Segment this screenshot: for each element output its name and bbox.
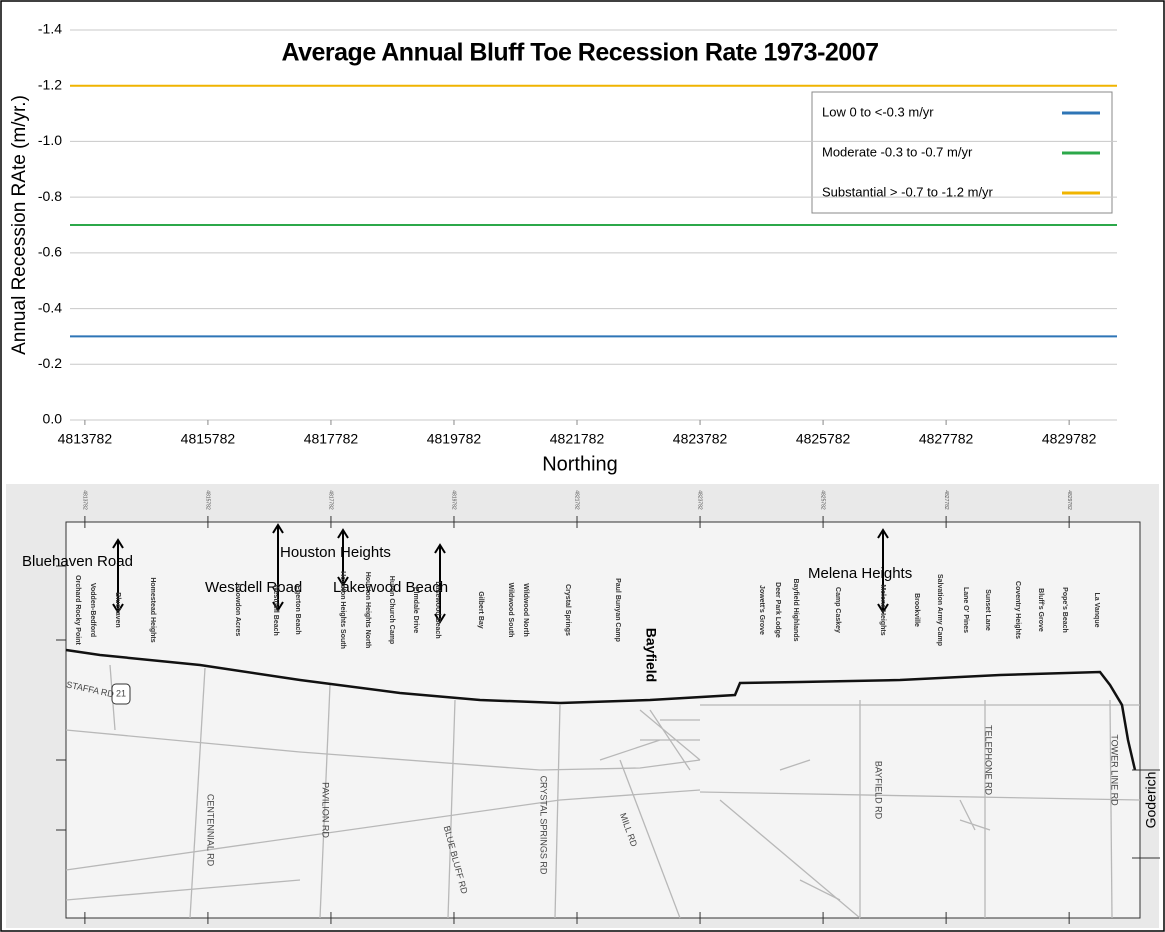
map-coordinate-label: 4829782 xyxy=(1066,490,1072,510)
town-label: Bayfield xyxy=(643,628,659,682)
road-label: CENTENNIAL RD xyxy=(206,794,216,867)
y-tick-label: -1.0 xyxy=(38,132,62,148)
place-label: Vodden-Bedford xyxy=(89,583,96,637)
legend-label: Moderate -0.3 to -0.7 m/yr xyxy=(822,144,973,159)
y-tick-label: 0.0 xyxy=(43,411,63,427)
x-tick-label: 4827782 xyxy=(919,431,974,447)
place-label: Coventry Heights xyxy=(1014,581,1021,639)
y-tick-label: -0.8 xyxy=(38,188,62,204)
place-label: Lakewood Beach xyxy=(434,581,441,638)
x-tick-label: 4829782 xyxy=(1042,431,1097,447)
place-label: Sunset Lane xyxy=(984,589,991,631)
place-label: Gilbert Bay xyxy=(477,591,484,628)
place-label: Houston Heights North xyxy=(364,572,371,649)
place-label: Crystal Springs xyxy=(564,584,571,636)
place-label: Jowett's Grove xyxy=(758,585,765,635)
y-tick-label: -0.2 xyxy=(38,355,62,371)
place-label: Brookville xyxy=(913,593,920,627)
place-label: Homestead Heights xyxy=(149,577,156,642)
road-label: BAYFIELD RD xyxy=(874,761,884,820)
place-label: La Vanque xyxy=(1093,592,1100,627)
map-annotation: Bluehaven Road xyxy=(22,553,133,570)
map-coordinate-label: 4821782 xyxy=(574,490,580,510)
place-label: Paul Bunyan Camp xyxy=(614,578,621,642)
map-roads xyxy=(65,664,1141,919)
chart-title: Average Annual Bluff Toe Recession Rate … xyxy=(281,39,878,67)
x-tick-label: 4819782 xyxy=(427,431,482,447)
x-tick-label: 4825782 xyxy=(796,431,851,447)
place-label: Egerton Beach xyxy=(294,585,301,634)
road-label: CRYSTAL SPRINGS RD xyxy=(539,776,549,875)
place-label: Wildwood South xyxy=(507,583,514,638)
map-arrow xyxy=(272,523,284,612)
place-label: Lane O' Pines xyxy=(962,587,969,633)
map-annotation: Houston Heights xyxy=(280,544,391,561)
place-label: Camp Caskey xyxy=(834,587,841,633)
map-coordinate-label: 4817782 xyxy=(328,490,334,510)
x-tick-label: 4813782 xyxy=(58,431,113,447)
road-label: 21 xyxy=(116,688,126,698)
place-label: Orchard Rocky Point xyxy=(74,575,81,645)
place-label: Melena Heights xyxy=(879,584,886,635)
direction-bracket xyxy=(1132,769,1160,859)
highway-shield xyxy=(111,683,131,705)
map-coordinate-label: 4825782 xyxy=(820,490,826,510)
x-tick-label: 4815782 xyxy=(181,431,236,447)
map-annotation: Westdell Road xyxy=(205,579,302,596)
direction-label: Goderich xyxy=(1143,772,1159,829)
place-label: Bluehaven xyxy=(114,592,121,627)
map-coordinate-label: 4819782 xyxy=(451,490,457,510)
road-label: PAVILION RD xyxy=(321,782,331,838)
shoreline xyxy=(65,648,1137,771)
y-axis-label: Annual Recession RAte (m/yr.) xyxy=(9,95,30,355)
place-label: Huron Church Camp xyxy=(388,576,395,644)
place-label: Pope's Beach xyxy=(1061,587,1068,633)
map-arrow xyxy=(112,538,124,614)
place-label: Elmdale Drive xyxy=(412,587,419,633)
place-label: Westdell Beach xyxy=(272,584,279,636)
x-axis-label: Northing xyxy=(542,453,618,475)
map-annotation: Lakewood Beach xyxy=(333,579,448,596)
x-tick-label: 4817782 xyxy=(304,431,359,447)
map-arrow xyxy=(337,528,349,587)
map-coordinate-label: 4815782 xyxy=(205,490,211,510)
place-label: Houston Heights South xyxy=(339,571,346,649)
map-coordinate-label: 4813782 xyxy=(82,490,88,510)
y-tick-label: -0.4 xyxy=(38,299,62,315)
legend-label: Low 0 to <-0.3 m/yr xyxy=(822,104,934,119)
road-label: TELEPHONE RD xyxy=(984,725,994,796)
place-label: Wildwood North xyxy=(522,583,529,637)
road-label: TOWER LINE RD xyxy=(1110,734,1120,806)
map-annotation: Melena Heights xyxy=(808,565,912,582)
place-label: Salvation Army Camp xyxy=(936,574,943,646)
place-label: Bayfield Highlands xyxy=(792,578,799,641)
map-coordinate-label: 4827782 xyxy=(943,490,949,510)
place-label: Deer Park Lodge xyxy=(774,582,781,638)
y-tick-label: -1.4 xyxy=(38,21,62,37)
map-arrow xyxy=(877,528,889,614)
y-tick-label: -1.2 xyxy=(38,76,62,92)
map-arrow xyxy=(434,543,446,624)
legend-label: Substantial > -0.7 to -1.2 m/yr xyxy=(822,184,994,199)
map-coordinate-label: 4823782 xyxy=(697,490,703,510)
x-tick-label: 4823782 xyxy=(673,431,728,447)
place-label: Snowdon Acres xyxy=(234,584,241,637)
place-label: Bluff's Grove xyxy=(1037,588,1044,632)
x-tick-label: 4821782 xyxy=(550,431,605,447)
y-tick-label: -0.6 xyxy=(38,244,62,260)
map-frame xyxy=(65,521,1141,919)
